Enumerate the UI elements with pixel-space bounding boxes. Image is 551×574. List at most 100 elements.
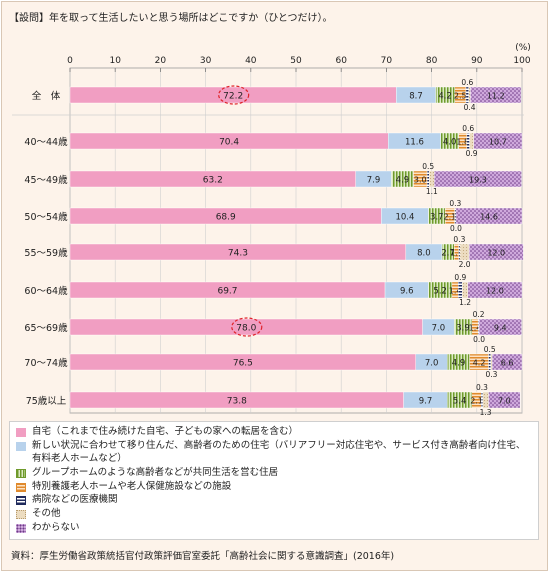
legend-label-group-home: グループホームのような高齢者などが共同生活を営む住居 [32, 467, 279, 478]
legend-label-hospital: 病院などの医療機関 [32, 494, 118, 505]
legend-item-group-home: グループホームのような高齢者などが共同生活を営む住居 [16, 467, 278, 480]
bar-segment-dont-know-7 [491, 353, 523, 371]
value-label-dont-know-1: 10.7 [489, 138, 507, 147]
bar-segment-hospital-7 [488, 353, 492, 371]
value-label-nursing-facility-8: 2.1 [470, 397, 483, 406]
value-label-home-3: 68.9 [216, 213, 236, 223]
value-label-other-2: 1.1 [426, 187, 438, 196]
bar-segment-dont-know-6 [478, 318, 522, 336]
value-label-group-home-6: 3.9 [456, 324, 470, 334]
value-label-dont-know-0: 11.2 [487, 92, 505, 101]
x-tick-label-80: 80 [426, 56, 438, 66]
bar-group-7: 76.5 7.0 4.9 4.2 0.5 0.36.6 [69, 345, 523, 379]
bar-segment-dont-know-3 [455, 207, 523, 225]
unit-label: (%) [515, 43, 531, 53]
bar-segment-other-5 [462, 281, 468, 299]
legend-item-dont-know: わからない [16, 522, 80, 535]
category-label-7: 70～74歳 [24, 357, 68, 369]
value-label-group-home-3: 3.7 [430, 213, 444, 223]
legend-swatch-dont-know [16, 524, 26, 533]
bar-segment-hospital-4 [458, 243, 461, 261]
value-label-senior-housing-3: 10.4 [395, 213, 414, 223]
bar-group-0: 72.2 8.7 4.2 2.5 0.6 0.4 11.2 [69, 78, 522, 112]
value-label-nursing-facility-6: 1.4 [469, 324, 482, 333]
bar-segment-hospital-1 [466, 132, 470, 150]
value-label-group-home-2: 4.9 [396, 176, 410, 186]
x-tick-label-90: 90 [471, 56, 483, 66]
bar-group-6: 78.0 7.0 3.91.4 0.2 0.0 9.4 [69, 310, 522, 344]
x-tick-label-40: 40 [245, 56, 257, 66]
value-label-hospital-2: 0.5 [422, 162, 434, 171]
legend-swatch-hospital [16, 496, 26, 505]
legend-item-home: 自宅（これまで住み続けた自宅、子どもの家への転居を含む） [16, 426, 298, 439]
value-label-dont-know-5: 12.0 [486, 287, 504, 296]
value-label-senior-housing-5: 9.6 [400, 287, 414, 297]
value-label-other-6: 0.0 [473, 335, 485, 344]
legend-swatch-group-home [16, 469, 26, 478]
bar-group-3: 68.9 10.4 3.7 2.1 0.3 0.0 14.6 [69, 199, 523, 233]
bar-segment-hospital-2 [426, 170, 430, 188]
bar-segment-other-8 [482, 391, 489, 409]
legend-item-nursing-facility: 特別養護老人ホームや老人保健施設などの施設 [16, 481, 231, 494]
value-label-nursing-facility-1: 1.8 [456, 138, 469, 147]
legend-item-hospital: 病院などの医療機関 [16, 494, 118, 507]
legend-swatch-other [16, 510, 26, 519]
bar-segment-dont-know-4 [468, 243, 524, 261]
bar-segment-other-1 [469, 132, 474, 150]
value-label-dont-know-6: 9.4 [494, 324, 507, 333]
category-label-0: 全 体 [32, 90, 61, 102]
value-label-group-home-1: 4.0 [443, 138, 457, 148]
value-label-senior-housing-0: 8.7 [409, 92, 423, 102]
value-label-senior-housing-7: 7.0 [425, 359, 439, 369]
value-label-nursing-facility-0: 2.5 [454, 92, 467, 101]
value-label-hospital-8: 0.3 [476, 383, 488, 392]
value-label-other-8: 1.3 [480, 408, 492, 417]
value-label-other-4: 2.0 [459, 260, 471, 269]
value-label-senior-housing-6: 7.0 [432, 324, 446, 334]
category-label-1: 40～44歳 [24, 136, 68, 148]
value-label-senior-housing-1: 11.6 [405, 138, 424, 148]
bar-segment-other-2 [429, 170, 435, 188]
bar-segment-other-7 [490, 353, 493, 371]
x-tick-label-20: 20 [155, 56, 167, 66]
x-tick-label-50: 50 [290, 56, 302, 66]
value-label-hospital-7: 0.5 [484, 345, 496, 354]
highlight-circle-1 [231, 317, 263, 337]
x-tick-label-70: 70 [381, 56, 393, 66]
value-label-nursing-facility-3: 2.1 [444, 213, 457, 222]
bar-segment-other-0 [468, 86, 471, 104]
legend-swatch-nursing-facility [16, 483, 26, 492]
value-label-home-7: 76.5 [233, 359, 253, 369]
value-label-dont-know-8: 7.0 [498, 397, 511, 406]
value-label-nursing-facility-7: 4.2 [473, 359, 486, 368]
bar-segment-dont-know-1 [473, 132, 523, 150]
legend-label-other: その他 [32, 508, 61, 519]
value-label-other-3: 0.0 [450, 224, 462, 233]
legend-label-home: 自宅（これまで住み続けた自宅、子どもの家への転居を含む） [32, 426, 299, 437]
category-label-5: 60～64歳 [24, 285, 68, 297]
value-label-other-0: 0.4 [464, 103, 476, 112]
value-label-hospital-4: 0.3 [453, 235, 465, 244]
legend: 自宅（これまで住み続けた自宅、子どもの家への転居を含む） 新しい状況に合わせて移… [9, 421, 539, 540]
value-label-other-5: 1.2 [459, 298, 471, 307]
source-note: 資料：厚生労働省政策統括官付政策評価官室委託「高齢社会に関する意識調査」(201… [11, 551, 395, 562]
x-tick-label-60: 60 [335, 56, 347, 66]
bar-group-4: 74.3 8.0 2.71.0 0.3 2.0 12.0 [69, 235, 524, 269]
question-title: 【設問】年を取って生活したいと思う場所はどこですか（ひとつだけ）。 [9, 13, 333, 24]
value-label-senior-housing-4: 8.0 [417, 249, 431, 259]
legend-swatch-home [16, 428, 26, 437]
value-label-hospital-6: 0.2 [473, 310, 485, 319]
x-tick-label-100: 100 [513, 56, 530, 66]
category-label-2: 45～49歳 [24, 174, 68, 186]
value-label-hospital-3: 0.3 [449, 199, 461, 208]
bar-segment-hospital-8 [481, 391, 483, 409]
value-label-dont-know-7: 6.6 [501, 359, 514, 368]
bar-segment-dont-know-5 [467, 281, 523, 299]
value-label-nursing-facility-5: 1.4 [449, 287, 462, 296]
bar-segment-other-4 [459, 243, 470, 261]
value-label-other-7: 0.3 [486, 370, 498, 379]
value-label-home-4: 74.3 [228, 249, 248, 259]
value-label-home-2: 63.2 [203, 176, 223, 186]
value-label-other-1: 0.9 [466, 149, 478, 158]
